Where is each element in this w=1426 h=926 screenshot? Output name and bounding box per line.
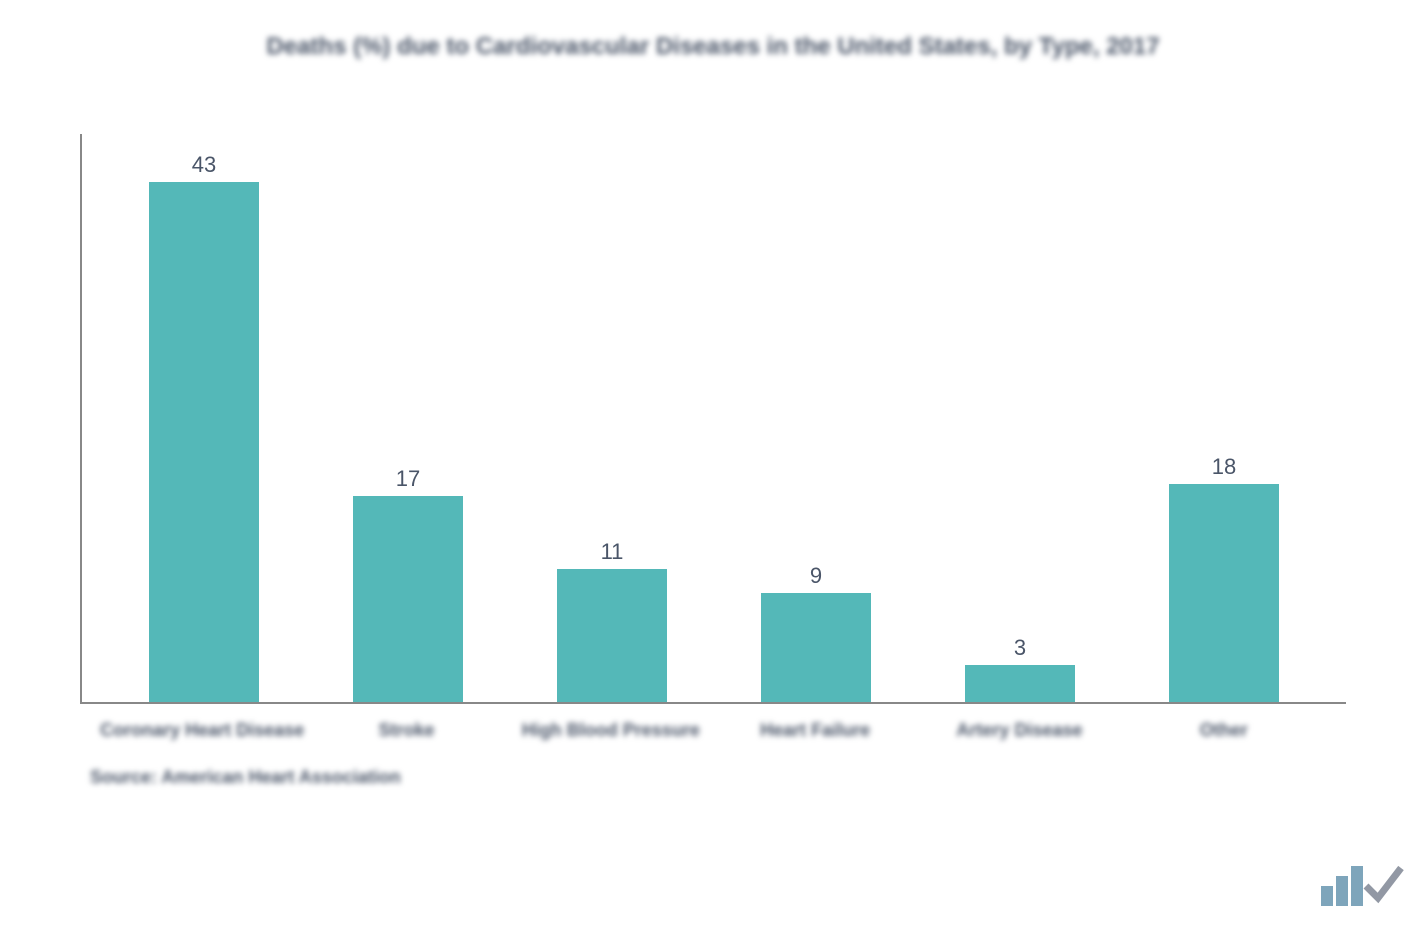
x-label: Other: [1122, 719, 1326, 742]
x-label: Coronary Heart Disease: [100, 719, 304, 742]
bar-group: 3: [918, 134, 1122, 702]
bar-group: 9: [714, 134, 918, 702]
chart-title: Deaths (%) due to Cardiovascular Disease…: [60, 30, 1366, 64]
x-label: Artery Disease: [917, 719, 1121, 742]
x-axis-labels: Coronary Heart Disease Stroke High Blood…: [80, 704, 1346, 742]
bar-value-label: 43: [192, 152, 216, 178]
bars-container: 43 17 11 9 3 18: [82, 134, 1346, 702]
x-label: Heart Failure: [713, 719, 917, 742]
x-label: Stroke: [304, 719, 508, 742]
bar-value-label: 3: [1014, 635, 1026, 661]
bar-value-label: 11: [601, 539, 624, 565]
chart-plot-area: 43 17 11 9 3 18: [80, 134, 1346, 704]
bar-group: 11: [510, 134, 714, 702]
bar-5: 18: [1169, 484, 1279, 702]
bar-1: 17: [353, 496, 463, 701]
bar-value-label: 18: [1212, 454, 1236, 480]
bar-2: 11: [557, 569, 667, 702]
bar-value-label: 17: [396, 466, 420, 492]
bar-group: 17: [306, 134, 510, 702]
bar-4: 3: [965, 665, 1075, 701]
source-note: Source: American Heart Association: [90, 767, 1366, 788]
bar-value-label: 9: [810, 563, 822, 589]
bar-0: 43: [149, 182, 259, 702]
bar-group: 43: [102, 134, 306, 702]
bar-group: 18: [1122, 134, 1326, 702]
bar-3: 9: [761, 593, 871, 702]
x-label: High Blood Pressure: [509, 719, 713, 742]
watermark-logo-icon: [1316, 856, 1406, 911]
